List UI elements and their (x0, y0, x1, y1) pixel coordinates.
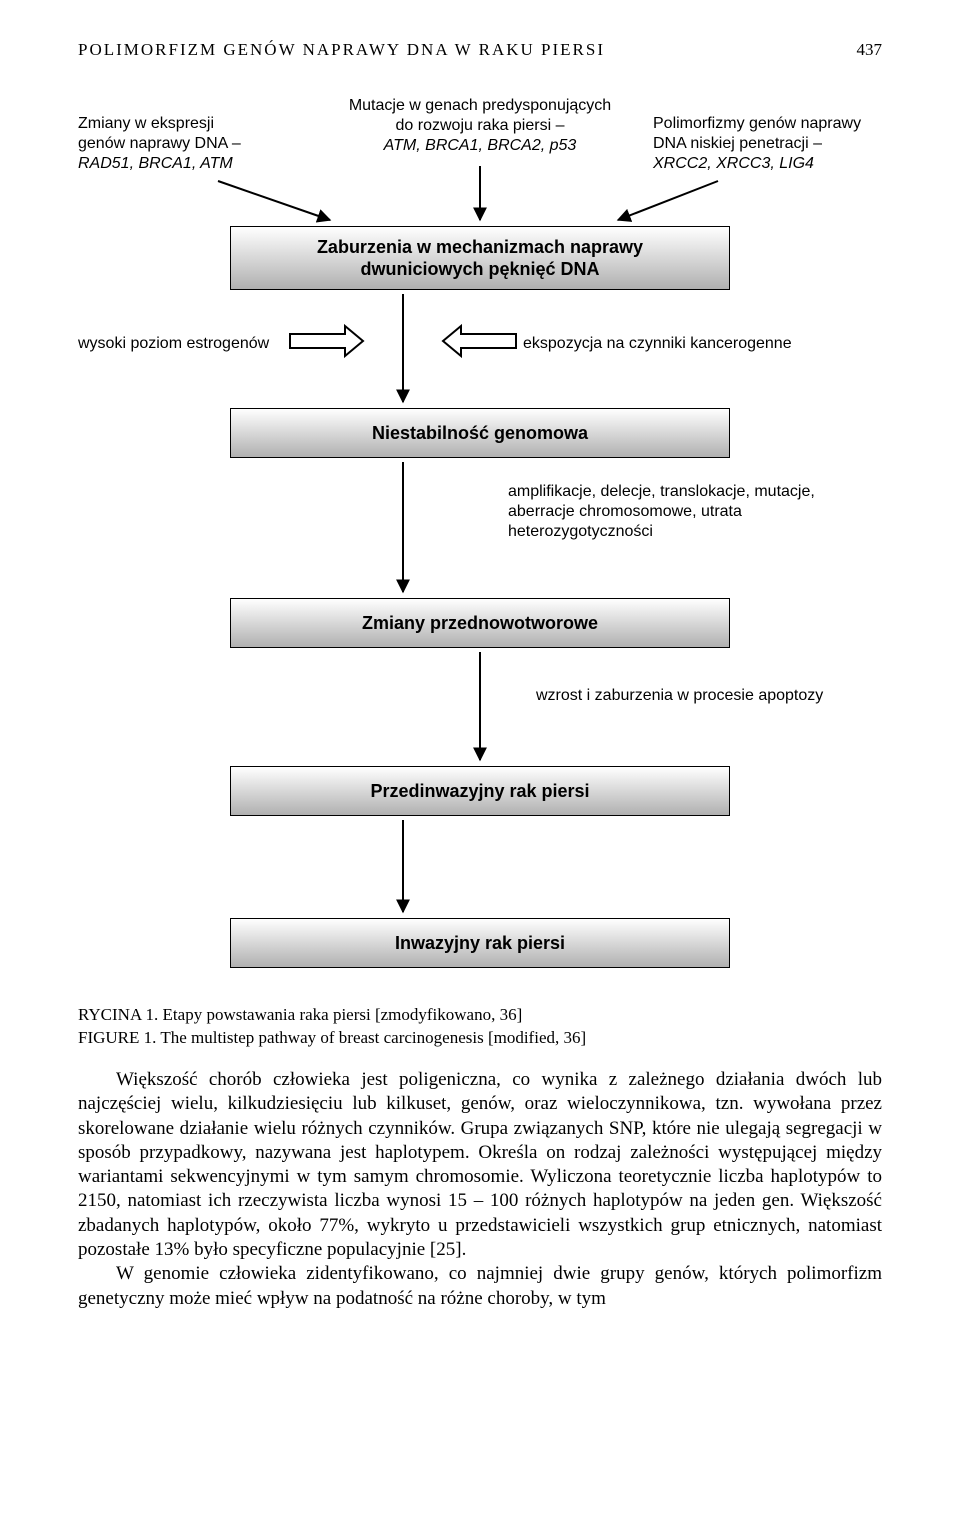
box-1: Zaburzenia w mechanizmach naprawy dwunic… (230, 226, 730, 290)
paragraph-1: Większość chorób człowieka jest poligeni… (78, 1068, 882, 1263)
amplifications-label: amplifikacje, delecje, translokacje, mut… (508, 482, 888, 542)
running-title: POLIMORFIZM GENÓW NAPRAWY DNA W RAKU PIE… (78, 40, 605, 60)
figure-caption: RYCINA 1. Etapy powstawania raka piersi … (78, 1004, 882, 1050)
page-number: 437 (857, 40, 883, 60)
caption-pl: RYCINA 1. Etapy powstawania raka piersi … (78, 1004, 882, 1027)
box-5: Inwazyjny rak piersi (230, 918, 730, 968)
input-right-label: Polimorfizmy genów naprawy DNA niskiej p… (653, 114, 883, 174)
flowchart: Zmiany w ekspresji genów naprawy DNA – R… (78, 96, 882, 976)
caption-en: FIGURE 1. The multistep pathway of breas… (78, 1027, 882, 1050)
input-center-label: Mutacje w genach predysponujących do roz… (330, 96, 630, 156)
estrogen-label: wysoki poziom estrogenów (78, 334, 278, 354)
input-left-label: Zmiany w ekspresji genów naprawy DNA – R… (78, 114, 278, 174)
box-4: Przedinwazyjny rak piersi (230, 766, 730, 816)
carcinogen-label: ekspozycja na czynniki kancerogenne (523, 334, 883, 354)
paragraph-2: W genomie człowieka zidentyfikowano, co … (78, 1262, 882, 1311)
box-2: Niestabilność genomowa (230, 408, 730, 458)
body-text: Większość chorób człowieka jest poligeni… (78, 1068, 882, 1311)
apoptosis-label: wzrost i zaburzenia w procesie apoptozy (536, 686, 896, 706)
box-3: Zmiany przednowotworowe (230, 598, 730, 648)
